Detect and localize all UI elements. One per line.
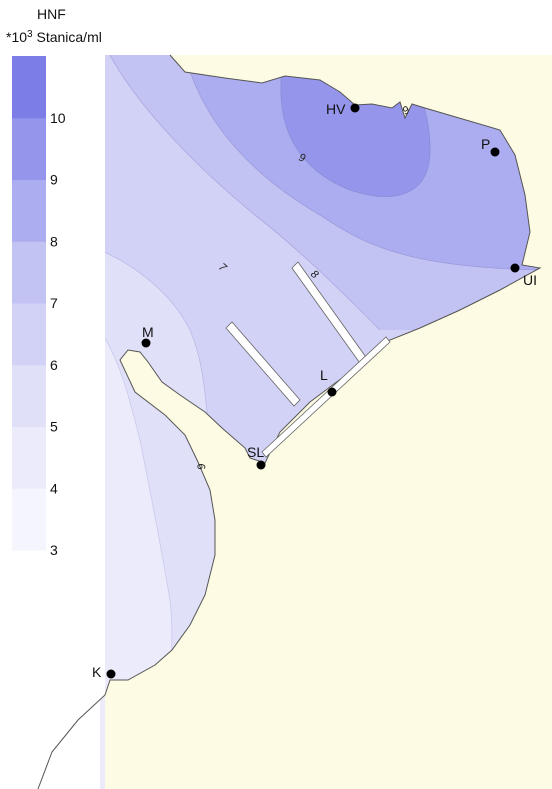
station-p: P (481, 136, 500, 157)
legend-swatch (12, 426, 46, 489)
contour-label: 6 (194, 462, 207, 471)
legend-label: 10 (50, 110, 66, 126)
legend-label: 7 (50, 295, 58, 311)
legend-swatch (12, 179, 46, 242)
contour-label: 9 (401, 104, 412, 117)
station-marker (256, 460, 266, 470)
station-marker (141, 338, 151, 348)
legend-title: HNF (37, 6, 66, 22)
station-label: UI (523, 272, 537, 288)
station-label: P (481, 136, 490, 152)
station-label: HV (326, 101, 346, 117)
legend-swatch (12, 488, 46, 551)
legend-swatch (12, 241, 46, 304)
legend-label: 8 (50, 233, 58, 249)
contour-9 (280, 69, 431, 197)
contour-label: 9 (297, 152, 307, 165)
legend-swatch (12, 117, 46, 180)
station-marker (327, 387, 337, 397)
station-k: K (92, 664, 116, 680)
station-ui: UI (510, 263, 537, 288)
legend-label: 5 (50, 419, 58, 435)
station-marker (350, 103, 360, 113)
station-m: M (141, 324, 154, 348)
legend: HNF *103 Stanica/ml 3 4 5 6 7 8 9 10 (6, 6, 102, 558)
station-label: L (320, 367, 328, 383)
station-l: L (320, 367, 337, 397)
legend-label: 4 (50, 480, 58, 496)
legend-swatch (12, 364, 46, 427)
pier-1 (225, 321, 301, 407)
station-label: SL (247, 444, 264, 460)
legend-swatch (12, 303, 46, 366)
legend-unit: *103 Stanica/ml (6, 29, 102, 45)
station-label: M (142, 324, 154, 340)
station-marker (106, 669, 116, 679)
contour-8 (184, 55, 540, 271)
station-hv: HV (326, 101, 360, 117)
legend-label: 6 (50, 357, 58, 373)
contour-7 (109, 55, 381, 331)
station-marker (510, 263, 520, 273)
legend-swatch (12, 56, 46, 119)
legend-label: 9 (50, 172, 58, 188)
station-sl: SL (247, 444, 266, 470)
station-label: K (92, 664, 102, 680)
legend-label: 3 (50, 542, 58, 558)
pier-3 (261, 336, 391, 458)
station-marker (490, 147, 500, 157)
